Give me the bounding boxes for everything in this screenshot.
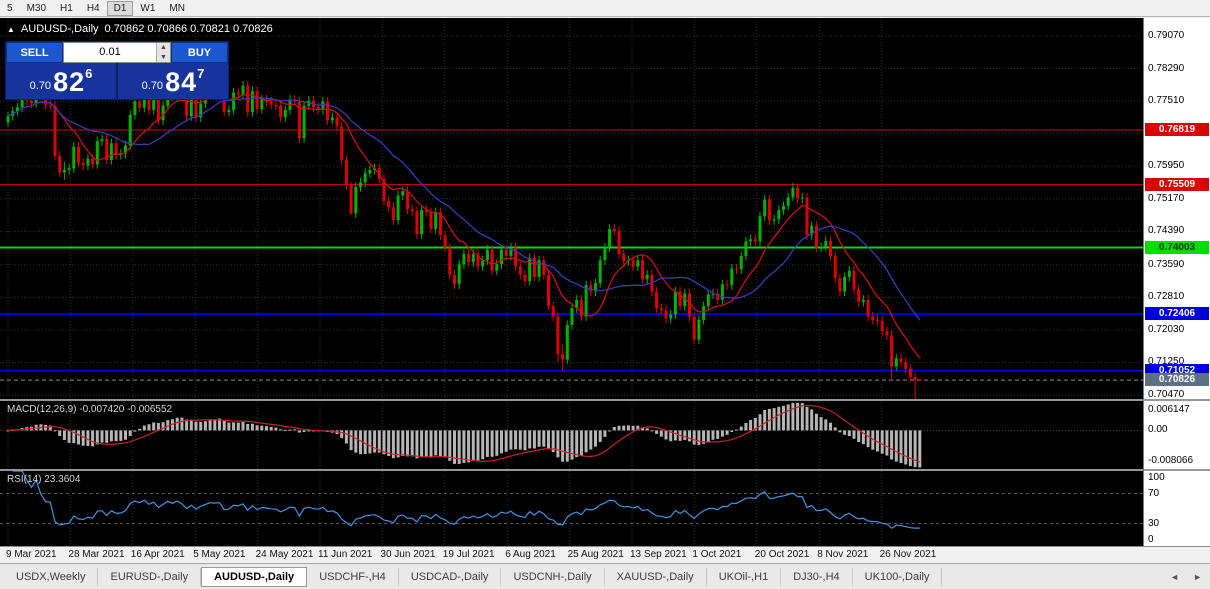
timeframe-button-w1[interactable]: W1 <box>140 2 156 14</box>
date-label: 5 May 2021 <box>193 549 246 560</box>
chart-tabs: USDX,Weekly EURUSD-,Daily AUDUSD-,Daily USD… <box>4 564 943 589</box>
sell-price-display[interactable]: 0.70 82 6 <box>6 63 116 99</box>
timeframe-button-h4[interactable]: H4 <box>86 2 100 14</box>
date-label: 6 Aug 2021 <box>505 549 556 560</box>
macd-axis-label: 0.00 <box>1148 424 1168 436</box>
date-label: 16 Apr 2021 <box>130 549 185 560</box>
volume-input[interactable]: 0.01 ▲ ▼ <box>63 42 171 63</box>
price-axis-label: 0.71250 <box>1148 356 1185 368</box>
date-label: 26 Nov 2021 <box>879 549 937 560</box>
chart-symbol-header: ▲ AUDUSD-,Daily 0.70862 0.70866 0.70821 … <box>7 23 273 35</box>
price-line-badge: 0.75509 <box>1145 177 1209 191</box>
rsi-axis-label: 30 <box>1148 517 1160 529</box>
price-axis-label: 0.77510 <box>1148 95 1185 107</box>
trade-buttons-row: SELL 0.01 ▲ ▼ BUY <box>6 42 228 63</box>
sell-price-big: 82 <box>53 67 86 97</box>
chart-canvas <box>0 18 1143 546</box>
price-axis-label: 0.78290 <box>1148 62 1185 74</box>
panel-separator <box>1144 469 1210 471</box>
price-axis-label: 0.73590 <box>1148 258 1185 270</box>
price-axis-label: 0.70470 <box>1148 389 1185 400</box>
rsi-axis-label: 100 <box>1148 472 1165 483</box>
current-price-badge: 0.70826 <box>1145 373 1209 387</box>
sell-button[interactable]: SELL <box>6 42 63 63</box>
chart-tab-usdchf-h4[interactable]: USDCHF-,H4 <box>307 567 399 586</box>
rsi-layer <box>0 471 1143 529</box>
price-line-badge: 0.74003 <box>1145 240 1209 254</box>
timeframe-button-h1[interactable]: H1 <box>60 2 73 14</box>
timeframe-toolbar: 5 M30 H1 H4 D1 W1 MN <box>0 0 1210 17</box>
chart-tab-uk100-daily[interactable]: UK100-,Daily <box>853 567 943 586</box>
panel-separator <box>0 469 1143 471</box>
price-line-badge: 0.76819 <box>1145 122 1209 136</box>
buy-price-display[interactable]: 0.70 84 7 <box>116 63 228 99</box>
price-axis-label: 0.75170 <box>1148 192 1185 204</box>
timeframe-button-m30[interactable]: M30 <box>26 2 47 14</box>
price-axis: 0.790700.782900.775100.767300.759500.751… <box>1143 18 1210 546</box>
rsi-axis-label: 70 <box>1148 487 1160 499</box>
date-label: 11 Jun 2021 <box>318 549 373 560</box>
panel-separator <box>1144 399 1210 401</box>
trade-prices-row: 0.70 82 6 0.70 84 7 <box>6 63 228 99</box>
date-label: 1 Oct 2021 <box>692 549 742 560</box>
buy-price-prefix: 0.70 <box>141 80 164 92</box>
price-line-badge: 0.72406 <box>1145 307 1209 321</box>
tab-scroll-controls: ◄ ► <box>1166 564 1206 589</box>
buy-price-big: 84 <box>165 67 198 97</box>
sell-price-sup: 6 <box>85 66 93 81</box>
date-label: 20 Oct 2021 <box>754 549 810 560</box>
rsi-indicator-label: RSI(14) 23.3604 <box>7 474 81 485</box>
tab-scroll-left-icon[interactable]: ◄ <box>1170 571 1180 582</box>
date-label: 9 Mar 2021 <box>6 549 57 560</box>
one-click-trading-panel: SELL 0.01 ▲ ▼ BUY 0.70 82 6 0.70 84 7 <box>6 42 228 99</box>
tab-scroll-right-icon[interactable]: ► <box>1193 571 1202 582</box>
date-label: 8 Nov 2021 <box>817 549 869 560</box>
panel-separator <box>0 399 1143 401</box>
chart-tab-ukoil-h1[interactable]: UKOil-,H1 <box>707 567 782 586</box>
date-label: 30 Jun 2021 <box>380 549 436 560</box>
moving-average-layer <box>7 93 921 359</box>
chart-tab-bar: USDX,Weekly EURUSD-,Daily AUDUSD-,Daily USD… <box>0 563 1210 589</box>
price-axis-label: 0.75950 <box>1148 160 1185 172</box>
volume-decrease-button[interactable]: ▼ <box>157 52 170 62</box>
date-label: 13 Sep 2021 <box>630 549 687 560</box>
chart-tab-audusd-daily[interactable]: AUDUSD-,Daily <box>201 566 308 587</box>
price-axis-label: 0.79070 <box>1148 30 1185 41</box>
symbol-name: AUDUSD-,Daily <box>20 23 99 35</box>
chart-tab-dj30-h4[interactable]: DJ30-,H4 <box>781 567 853 586</box>
candlestick-layer <box>6 78 922 399</box>
buy-price-sup: 7 <box>197 66 205 81</box>
oneclick-collapse-icon[interactable]: ▲ <box>7 24 15 34</box>
chart-tab-eurusd-daily[interactable]: EURUSD-,Daily <box>98 567 202 586</box>
date-label: 19 Jul 2021 <box>442 549 495 560</box>
buy-button[interactable]: BUY <box>171 42 228 63</box>
date-label: 28 Mar 2021 <box>68 549 125 560</box>
volume-value[interactable]: 0.01 <box>99 46 121 58</box>
rsi-axis-label: 0 <box>1148 534 1154 545</box>
macd-axis-label: -0.008066 <box>1148 455 1194 466</box>
timeframe-button-5[interactable]: 5 <box>7 2 13 14</box>
ohlc-values: 0.70862 0.70866 0.70821 0.70826 <box>104 23 273 35</box>
date-label: 24 May 2021 <box>255 549 314 560</box>
chart-tab-usdcad-daily[interactable]: USDCAD-,Daily <box>399 567 502 586</box>
macd-indicator-label: MACD(12,26,9) -0.007420 -0.006552 <box>7 404 173 415</box>
chart-tab-usdx-weekly[interactable]: USDX,Weekly <box>4 567 99 586</box>
price-axis-label: 0.74390 <box>1148 225 1185 237</box>
timeframe-button-d1[interactable]: D1 <box>106 0 134 16</box>
macd-layer <box>0 402 1143 468</box>
date-axis: 9 Mar 2021 28 Mar 2021 16 Apr 2021 5 May 20… <box>0 546 1210 563</box>
price-axis-label: 0.72810 <box>1148 291 1185 303</box>
timeframe-button-mn[interactable]: MN <box>169 2 185 14</box>
macd-axis-label: 0.006147 <box>1148 404 1190 415</box>
date-label: 25 Aug 2021 <box>567 549 624 560</box>
chart-area[interactable]: 0.790700.782900.775100.767300.759500.751… <box>0 18 1210 546</box>
price-axis-label: 0.72030 <box>1148 323 1185 335</box>
chart-tab-usdcnh-daily[interactable]: USDCNH-,Daily <box>501 567 605 586</box>
volume-increase-button[interactable]: ▲ <box>157 43 170 53</box>
sell-price-prefix: 0.70 <box>29 80 52 92</box>
volume-spinner: ▲ ▼ <box>156 43 170 62</box>
chart-tab-xauusd-daily[interactable]: XAUUSD-,Daily <box>605 567 707 586</box>
